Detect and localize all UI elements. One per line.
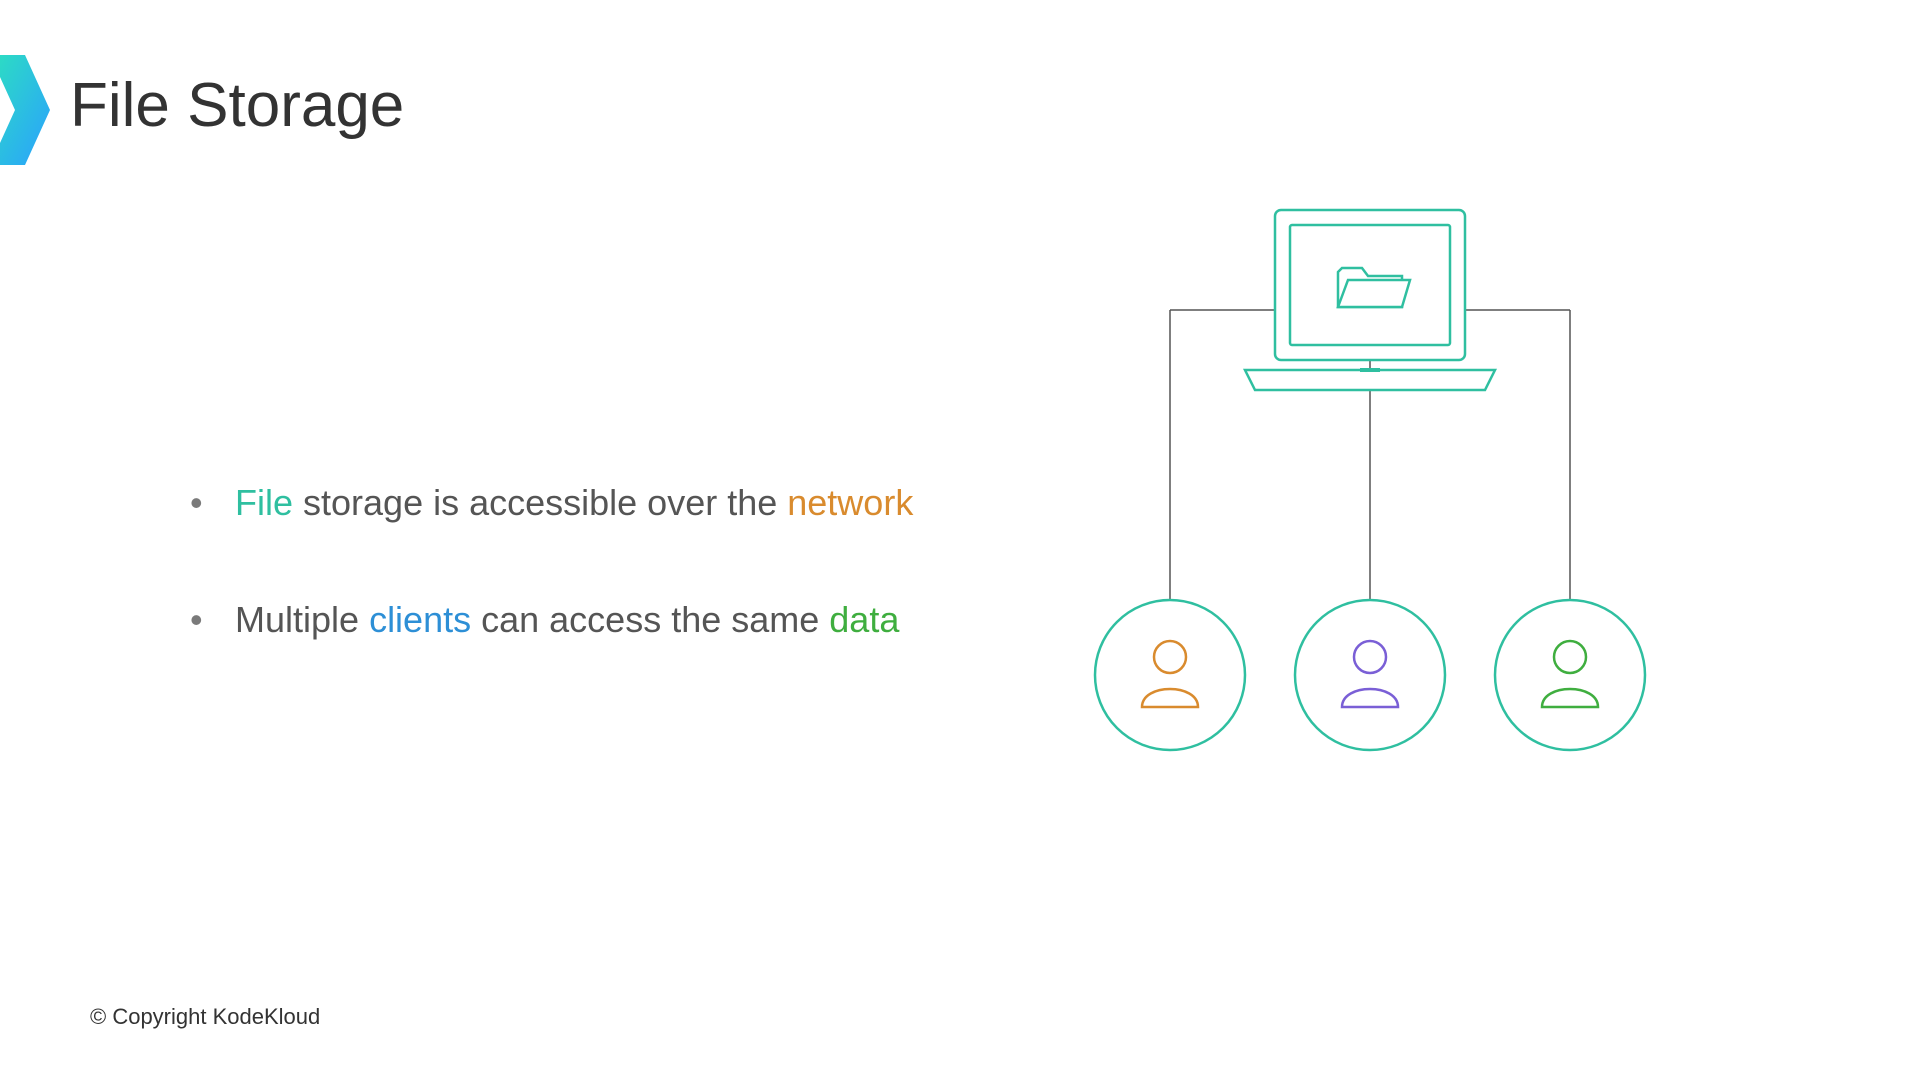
bullet-text-segment: Multiple (235, 599, 369, 640)
bullet-list: File storage is accessible over the netw… (190, 480, 913, 714)
network-diagram (1090, 200, 1650, 760)
client-user-1 (1095, 600, 1245, 750)
client-user-3 (1495, 600, 1645, 750)
page-title: File Storage (70, 70, 404, 141)
bullet-text-segment: storage is accessible over the (293, 482, 787, 523)
bullet-text-segment: File (235, 482, 293, 523)
bullet-text-segment: data (829, 599, 899, 640)
bullet-text-segment: can access the same (471, 599, 829, 640)
bullet-text-segment: clients (369, 599, 471, 640)
bullet-item: Multiple clients can access the same dat… (190, 597, 913, 644)
bullet-text-segment: network (787, 482, 913, 523)
copyright-footer: © Copyright KodeKloud (90, 1004, 320, 1030)
slide: File Storage File storage is accessible … (0, 0, 1920, 1080)
bullet-item: File storage is accessible over the netw… (190, 480, 913, 527)
chevron-icon (0, 55, 50, 165)
client-user-2 (1295, 600, 1445, 750)
